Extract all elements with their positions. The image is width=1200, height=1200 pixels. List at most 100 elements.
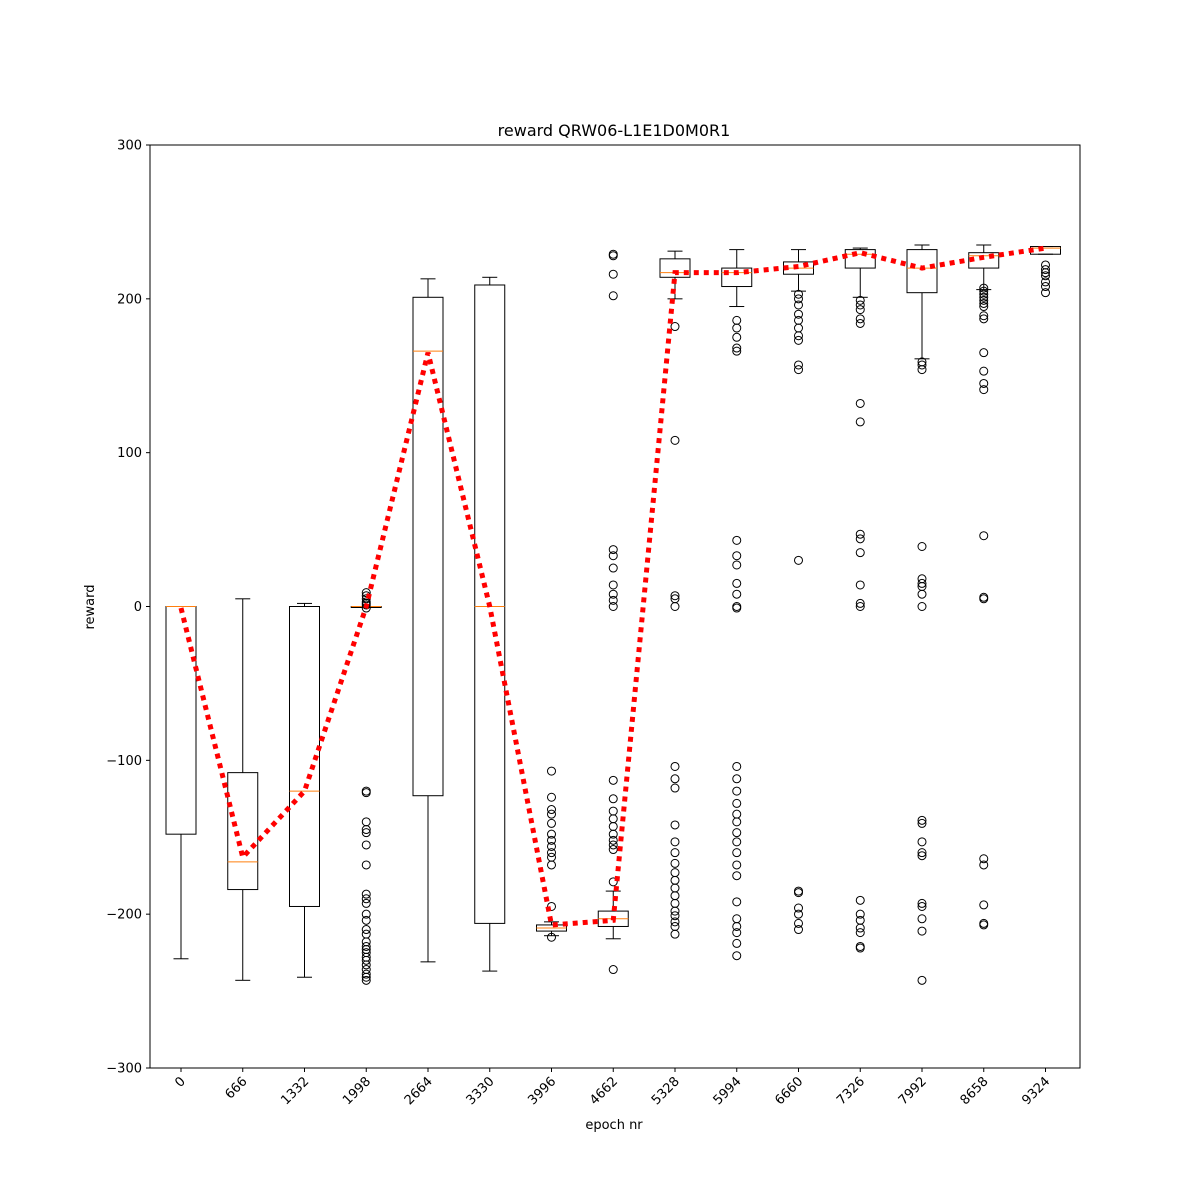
box-7326	[844, 247, 876, 953]
box-3330	[474, 276, 506, 972]
outlier-point	[855, 909, 865, 919]
outlier-point	[608, 845, 618, 855]
outlier-point	[608, 551, 618, 561]
outlier-point	[917, 815, 927, 825]
outlier-point	[547, 809, 556, 819]
outlier-point	[979, 920, 989, 930]
outlier-point	[794, 360, 803, 370]
outlier-point	[608, 595, 618, 605]
outlier-point	[732, 343, 742, 353]
outlier-point	[361, 788, 371, 798]
outlier-point	[670, 911, 680, 921]
outlier-point	[794, 365, 803, 375]
outlier-point	[979, 900, 989, 910]
box-1998	[350, 588, 382, 985]
outlier-point	[361, 889, 371, 899]
x-tick-label: 1332	[278, 1074, 312, 1108]
x-tick-label: 5328	[649, 1074, 683, 1108]
outlier-point	[855, 895, 865, 905]
iqr-box	[227, 772, 259, 891]
iqr-box	[289, 606, 320, 907]
x-tick-label: 666	[222, 1074, 250, 1102]
outlier-point	[732, 828, 742, 838]
outlier-point	[979, 854, 989, 864]
outlier-point	[361, 600, 371, 610]
outlier-point	[670, 868, 680, 878]
outlier-point	[670, 761, 680, 771]
outlier-point	[794, 888, 803, 898]
outlier-point	[608, 840, 618, 850]
outlier-point	[794, 925, 803, 935]
outlier-point	[979, 311, 989, 321]
outlier-point	[361, 937, 371, 947]
outlier-point	[979, 531, 989, 541]
outlier-point	[670, 602, 680, 611]
outlier-point	[794, 300, 803, 310]
outlier-point	[732, 603, 742, 613]
outlier-point	[670, 917, 680, 927]
box-9324	[1030, 246, 1061, 298]
outlier-point	[1041, 265, 1050, 275]
y-axis-title: reward	[83, 584, 98, 629]
outlier-point	[732, 951, 742, 961]
outlier-point	[361, 860, 371, 870]
outlier-point	[979, 594, 989, 604]
outlier-point	[361, 894, 371, 904]
outlier-point	[361, 955, 371, 965]
outlier-point	[361, 840, 371, 850]
outlier-point	[917, 901, 927, 911]
outlier-point	[608, 829, 618, 839]
outlier-point	[855, 318, 865, 328]
outlier-point	[917, 975, 927, 985]
outlier-point	[855, 580, 865, 590]
box-7992	[906, 244, 938, 985]
outlier-point	[979, 298, 989, 308]
outlier-point	[608, 580, 618, 590]
outlier-point	[855, 417, 865, 427]
outlier-point	[732, 560, 742, 570]
x-tick-label: 0	[172, 1074, 188, 1090]
outlier-point	[979, 286, 989, 296]
x-tick-label: 4662	[587, 1074, 621, 1108]
x-tick-label: 2664	[402, 1074, 436, 1108]
outlier-point	[1041, 277, 1050, 287]
outlier-point	[855, 534, 865, 544]
outlier-point	[547, 835, 556, 845]
outlier-point	[979, 385, 989, 395]
outlier-point	[1041, 288, 1050, 298]
outlier-point	[361, 909, 371, 919]
y-tick-label: −200	[106, 908, 142, 923]
outlier-point	[1041, 271, 1050, 281]
outlier-point	[608, 602, 618, 611]
outlier-point	[732, 323, 742, 333]
outlier-point	[917, 360, 927, 370]
outlier-point	[1041, 282, 1050, 292]
y-tick-label: 200	[117, 292, 142, 307]
outlier-point	[670, 820, 680, 830]
outlier-point	[855, 923, 865, 933]
box-8658	[968, 244, 1000, 930]
outlier-point	[732, 315, 742, 325]
iqr-box	[474, 284, 506, 924]
box-5328	[659, 250, 691, 939]
outlier-point	[979, 283, 989, 293]
x-tick-label: 3330	[464, 1074, 498, 1108]
mean-dotted-line	[178, 245, 1046, 928]
outlier-point	[732, 860, 742, 870]
outlier-point	[670, 898, 680, 908]
outlier-point	[361, 969, 371, 979]
x-tick-label: 3996	[525, 1074, 559, 1108]
outlier-point	[855, 943, 865, 953]
outlier-point	[547, 852, 556, 862]
x-tick-label: 5994	[711, 1074, 745, 1108]
outlier-point	[855, 529, 865, 539]
outlier-point	[670, 322, 680, 332]
outlier-point	[547, 792, 556, 802]
box-3996	[536, 766, 567, 942]
outlier-point	[732, 761, 742, 771]
outlier-point	[361, 898, 371, 908]
outlier-point	[547, 901, 556, 911]
outlier-point	[732, 897, 742, 907]
outlier-point	[361, 825, 371, 835]
